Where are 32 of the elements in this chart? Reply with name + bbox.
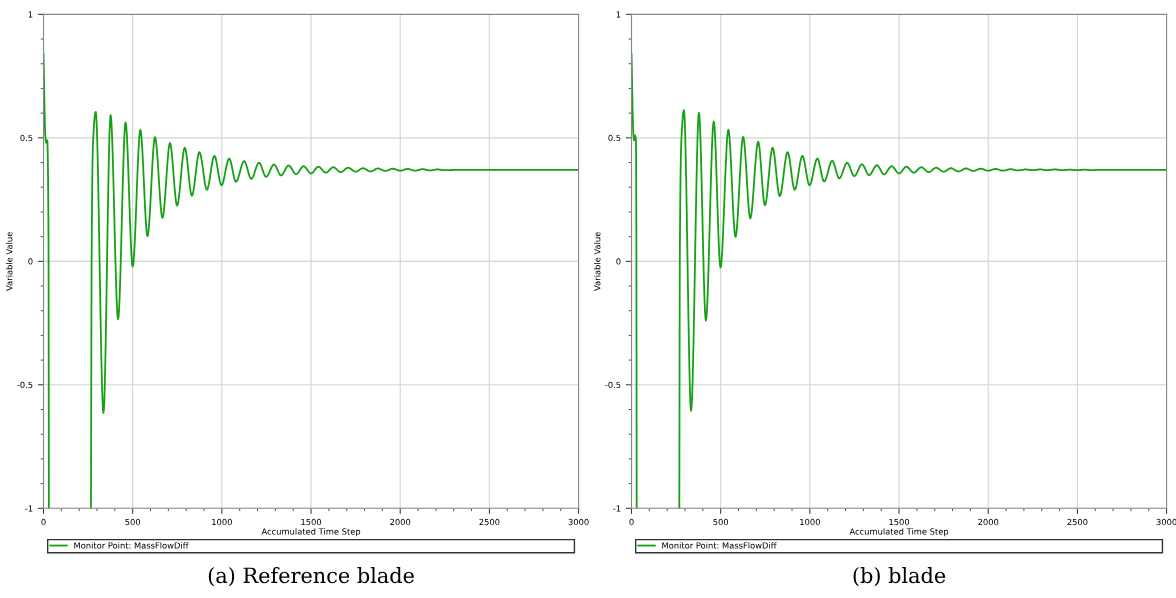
x-tick-label: 2000: [390, 518, 411, 526]
x-tick-label: 3000: [568, 518, 589, 526]
x-tick-label: 1500: [889, 518, 910, 526]
x-tick-label: 1000: [212, 518, 232, 526]
y-tick-label: 0: [28, 258, 33, 265]
text: (a) Reference blade: [208, 567, 414, 587]
y-tick-label: 1: [616, 11, 621, 18]
y-tick-label: -0.5: [17, 381, 33, 389]
x-tick-label: 1000: [800, 518, 820, 526]
x-tick-label: 500: [125, 518, 141, 526]
y-tick-label: 1: [28, 11, 33, 18]
legend-label: Monitor Point: MassFlowDiff: [74, 542, 189, 549]
y-tick-label: 0.5: [20, 134, 33, 142]
x-tick-label: 500: [713, 518, 729, 526]
x-axis-title: Accumulated Time Step: [261, 528, 361, 537]
legend-label: Monitor Point: MassFlowDiff: [662, 542, 777, 549]
x-tick-label: 0: [41, 518, 46, 526]
x-tick-label: 0: [629, 518, 634, 526]
x-axis-title: Accumulated Time Step: [849, 528, 949, 537]
x-tick-label: 2000: [978, 518, 999, 526]
y-tick-label: -1: [613, 505, 621, 512]
y-tick-label: -1: [25, 505, 33, 512]
x-tick-label: 1500: [301, 518, 322, 526]
y-tick-label: -0.5: [605, 381, 621, 389]
x-tick-label: 2500: [479, 518, 500, 526]
y-axis-title: Variable Value: [5, 232, 13, 291]
x-tick-label: 2500: [1067, 518, 1088, 526]
x-tick-label: 3000: [1156, 518, 1176, 526]
y-axis-title: Variable Value: [593, 232, 601, 291]
y-tick-label: 0.5: [608, 134, 621, 142]
text: (b) blade: [853, 567, 946, 587]
y-tick-label: 0: [616, 258, 621, 265]
